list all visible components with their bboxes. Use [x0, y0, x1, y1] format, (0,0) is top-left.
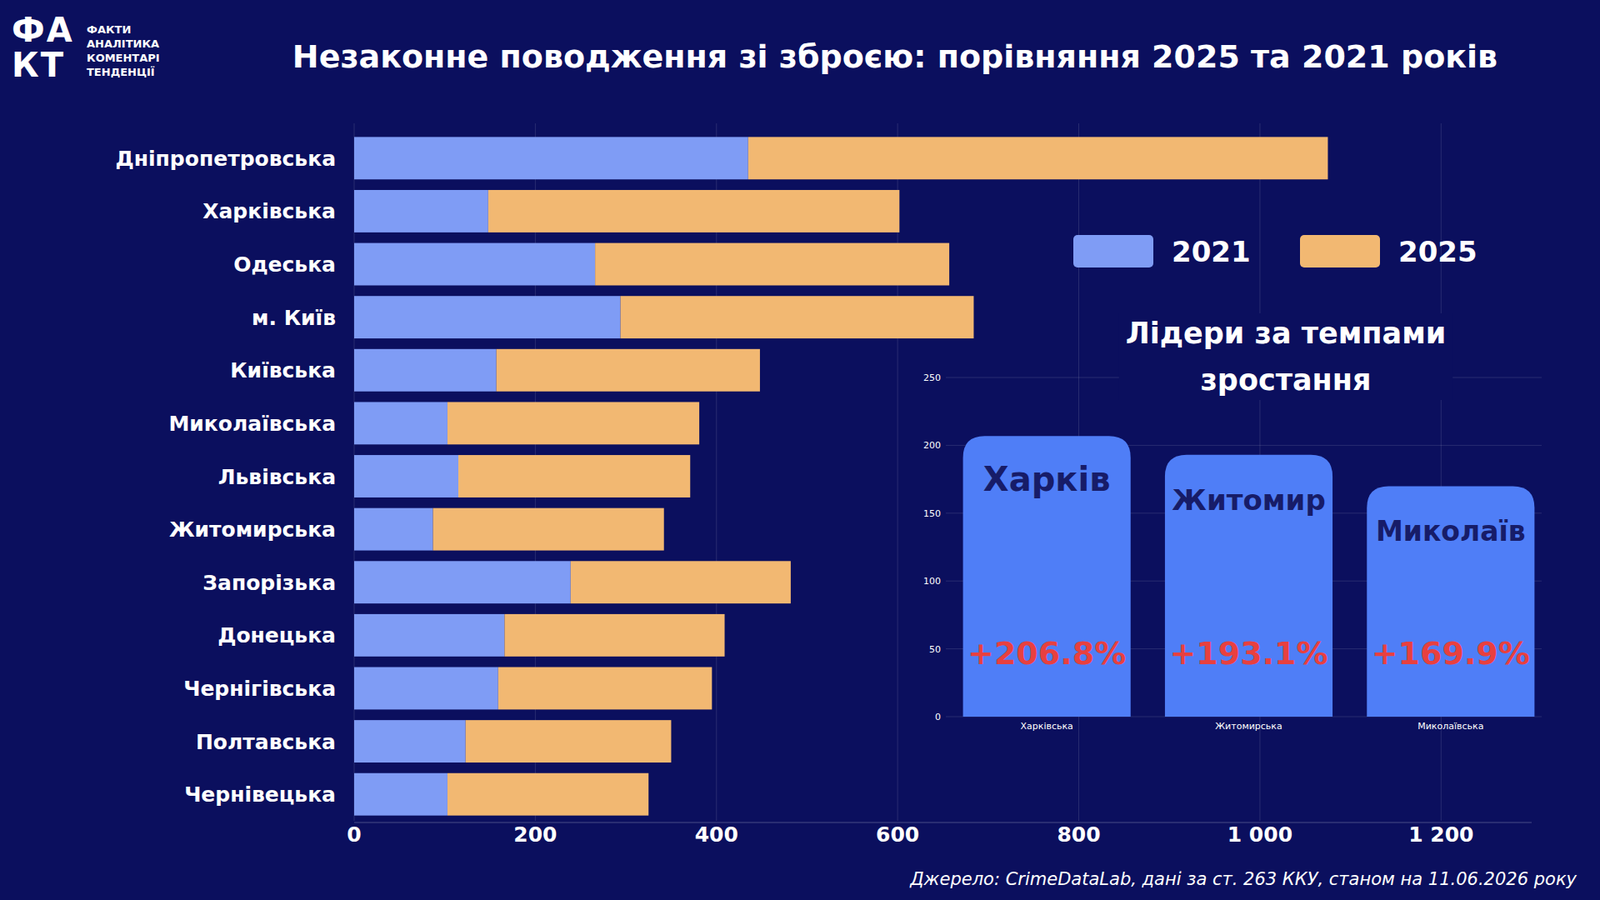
- category-label: Дніпропетровська: [115, 146, 336, 171]
- x-tick-label: 400: [695, 822, 739, 847]
- bar: [447, 773, 649, 816]
- inset-y-tick-label: 200: [923, 440, 941, 451]
- bar: [354, 190, 489, 233]
- category-label: Житомирська: [169, 517, 336, 542]
- inset-bars: [963, 435, 1535, 717]
- bar: [498, 667, 713, 710]
- inset-y-tick-label: 150: [923, 508, 941, 520]
- logo-line: ТЕНДЕНЦІЇ: [86, 65, 155, 79]
- bar: [354, 349, 497, 392]
- bar: [504, 614, 725, 657]
- category-label: Полтавська: [195, 730, 336, 755]
- bar: [458, 455, 690, 498]
- inset-y-tick-label: 50: [929, 644, 941, 655]
- category-label: Чернігівська: [183, 676, 336, 701]
- bar: [620, 295, 975, 339]
- bar: [354, 136, 749, 180]
- inset-grid: [945, 377, 1542, 717]
- bar-annotation: Миколаїв: [1375, 515, 1526, 548]
- x-grid: [354, 123, 1441, 821]
- inset-bar: [1165, 455, 1333, 717]
- bar: [354, 560, 571, 604]
- bar: [354, 720, 466, 763]
- logo-line: КОМЕНТАРІ: [86, 51, 160, 65]
- inset-y-tick-label: 0: [935, 711, 941, 723]
- x-tick-label: 800: [1056, 822, 1100, 847]
- category-label: Київська: [230, 358, 336, 383]
- bar-annotation: Житомир: [1171, 483, 1325, 517]
- bar: [354, 614, 505, 657]
- inset-y-tick-label: 250: [923, 372, 941, 384]
- category-label: Одеська: [233, 252, 336, 277]
- inset-category-label: Миколаївська: [1417, 720, 1484, 732]
- bar: [354, 455, 459, 498]
- bar: [354, 401, 448, 445]
- data-label: +193.1%: [1169, 635, 1328, 672]
- category-label: м. Київ: [251, 305, 336, 330]
- legend-swatch: [1300, 235, 1380, 268]
- bar: [354, 243, 595, 286]
- inset-y-tick-label: 100: [923, 575, 941, 587]
- legend: 2021 2025: [1073, 235, 1478, 269]
- legend-swatch: [1073, 235, 1154, 268]
- title-patch: [1119, 313, 1454, 400]
- legend-label: 2021: [1171, 235, 1251, 269]
- bar: [570, 560, 791, 604]
- bar: [496, 349, 760, 392]
- bar: [354, 773, 448, 816]
- bar: [433, 508, 665, 551]
- logo-mark: ФА: [11, 10, 75, 50]
- bar: [748, 136, 1329, 180]
- logo-mark: КТ: [11, 45, 65, 85]
- category-label: Миколаївська: [168, 411, 336, 436]
- category-label: Запорізька: [202, 570, 336, 595]
- chart-title: Незаконне поводження зі зброєю: порівнян…: [292, 38, 1498, 75]
- inset-category-label: Харківська: [1020, 720, 1073, 732]
- logo: ФАКТ ФАКТИАНАЛІТИКАКОМЕНТАРІТЕНДЕНЦІЇ: [11, 10, 160, 85]
- data-label: +169.9%: [1371, 635, 1530, 672]
- x-tick-label: 1 200: [1408, 822, 1474, 847]
- bar: [447, 401, 700, 445]
- inset-bar: [963, 435, 1131, 717]
- title-line: зростання: [1200, 363, 1372, 397]
- bar: [488, 190, 900, 233]
- inset-category-label: Житомирська: [1215, 720, 1282, 732]
- logo-line: ФАКТИ: [86, 23, 131, 36]
- bar: [595, 243, 950, 286]
- inset-labels: Харків +206.8% Харківська Житомир +193.1% Жит…: [967, 460, 1530, 732]
- x-tick-label: 600: [875, 822, 920, 847]
- legend-label: 2025: [1398, 235, 1478, 269]
- chart-canvas: ФАКТ ФАКТИАНАЛІТИКАКОМЕНТАРІТЕНДЕНЦІЇ Неза…: [0, 0, 1600, 900]
- bar: [465, 720, 672, 763]
- logo-line: АНАЛІТИКА: [86, 37, 160, 50]
- x-axis-line: [354, 822, 1532, 824]
- title-line: Лідери за темпами: [1125, 316, 1447, 350]
- x-tick-label: 200: [513, 822, 557, 847]
- bar: [354, 508, 434, 551]
- data-label: +206.8%: [967, 635, 1126, 672]
- bar: [354, 667, 499, 710]
- category-label: Львівська: [218, 465, 336, 490]
- category-label: Донецька: [217, 623, 336, 648]
- x-tick-label: 0: [346, 822, 361, 847]
- inset-bar: [1366, 485, 1535, 717]
- category-label: Харківська: [202, 199, 336, 224]
- bar: [354, 295, 621, 339]
- inset-title: Лідери за темпами зростання: [1119, 313, 1454, 400]
- x-tick-label: 1 000: [1227, 822, 1293, 847]
- category-label: Чернівецька: [184, 782, 336, 807]
- bar-annotation: Харків: [983, 460, 1111, 499]
- inset-title-text: Лідери за темпами зростання: [1125, 316, 1447, 397]
- source-note: Джерело: CrimeDataLab, дані за ст. 263 К…: [909, 869, 1577, 890]
